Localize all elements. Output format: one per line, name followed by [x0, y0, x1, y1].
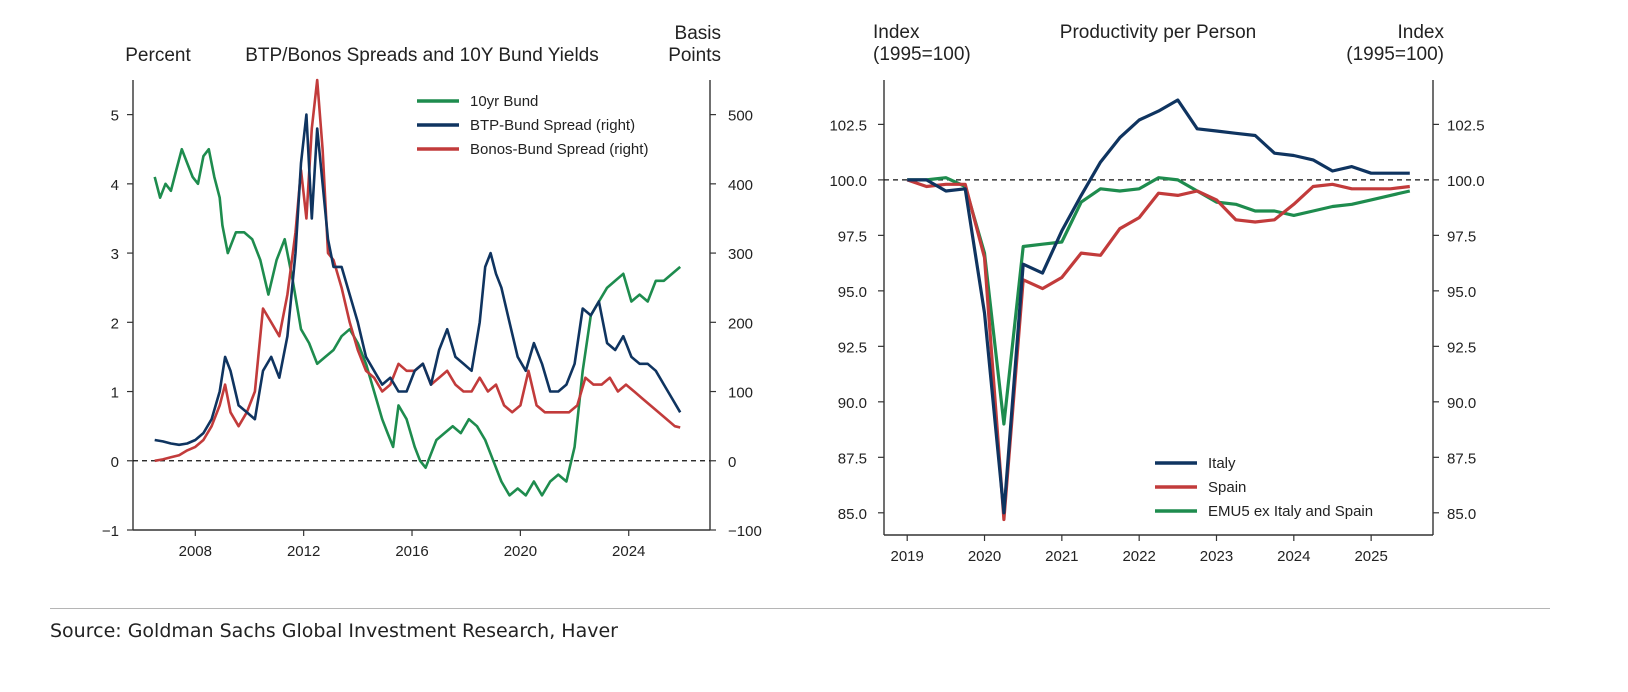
c2-right-tick-label: 102.5: [1447, 117, 1485, 134]
charts-canvas: BTP/Bonos Spreads and 10Y Bund Yields Pe…: [102, 22, 1485, 565]
c1-right-tick-label: 300: [728, 246, 753, 263]
source-note: Source: Goldman Sachs Global Investment …: [50, 620, 618, 642]
c2-left-tick-label: 92.5: [838, 339, 867, 356]
c1-right-tick-label: 200: [728, 315, 753, 332]
source-divider: [50, 608, 1550, 609]
c1-x-tick-label: 2008: [179, 543, 212, 560]
c1-right-tick-label: −100: [728, 523, 762, 540]
c1-title: BTP/Bonos Spreads and 10Y Bund Yields: [245, 45, 599, 66]
c2-right-tick-label: 97.5: [1447, 228, 1476, 245]
c1-left-tick-label: 4: [111, 177, 119, 194]
c2-right-tick-label: 90.0: [1447, 395, 1476, 412]
c1-right-axis-label-line1: Basis: [675, 23, 721, 44]
c2-x-tick-label: 2022: [1122, 548, 1155, 565]
c1-right-axis-label-line2: Points: [668, 45, 721, 66]
c2-legend-label: Spain: [1208, 479, 1246, 496]
c2-x-tick-label: 2020: [968, 548, 1001, 565]
c2-x-tick-label: 2019: [891, 548, 924, 565]
c1-series-line-btp: [154, 113, 682, 447]
c1-legend-label: 10yr Bund: [470, 93, 538, 110]
c2-legend-label: Italy: [1208, 455, 1236, 472]
c1-x-tick-label: 2024: [612, 543, 645, 560]
c1-left-tick-label: 1: [111, 385, 119, 402]
c2-x-tick-label: 2024: [1277, 548, 1310, 565]
c1-right-tick-label: 100: [728, 385, 753, 402]
c2-x-tick-label: 2021: [1045, 548, 1078, 565]
c2-right-tick-label: 87.5: [1447, 450, 1476, 467]
bund-spreads-chart: BTP/Bonos Spreads and 10Y Bund Yields Pe…: [102, 23, 762, 560]
c2-left-tick-label: 85.0: [838, 506, 867, 523]
c1-left-tick-label: 3: [111, 246, 119, 263]
c2-series-line-italy: [907, 98, 1410, 515]
c1-left-tick-label: −1: [102, 523, 119, 540]
c1-left-tick-label: 2: [111, 315, 119, 332]
c1-x-tick-label: 2016: [395, 543, 428, 560]
c1-series-line-bund: [153, 147, 682, 497]
c2-right-tick-label: 92.5: [1447, 339, 1476, 356]
c2-legend-label: EMU5 ex Italy and Spain: [1208, 503, 1373, 520]
c2-left-tick-label: 102.5: [829, 117, 867, 134]
c1-left-tick-label: 5: [111, 108, 119, 125]
c1-right-tick-label: 0: [728, 454, 736, 471]
c2-left-tick-label: 87.5: [838, 450, 867, 467]
c1-right-tick-label: 400: [728, 177, 753, 194]
c1-left-tick-label: 0: [111, 454, 119, 471]
c2-series-line-emu5: [907, 176, 1411, 426]
c2-left-tick-label: 100.0: [829, 173, 867, 190]
c1-series-line-bonos: [154, 78, 681, 463]
productivity-chart: Productivity per Person Index (1995=100)…: [829, 22, 1484, 565]
c1-legend-label: BTP-Bund Spread (right): [470, 117, 635, 134]
c2-right-tick-label: 85.0: [1447, 506, 1476, 523]
c2-right-tick-label: 100.0: [1447, 173, 1485, 190]
c2-right-axis-label-line2: (1995=100): [1346, 44, 1444, 65]
c2-left-axis-label-line1: Index: [873, 22, 920, 43]
c2-left-tick-label: 97.5: [838, 228, 867, 245]
c2-series-line-spain: [906, 178, 1410, 522]
c2-right-axis-label-line1: Index: [1398, 22, 1445, 43]
c1-left-axis-label: Percent: [125, 45, 191, 66]
c2-left-tick-label: 90.0: [838, 395, 867, 412]
c2-right-tick-label: 95.0: [1447, 284, 1476, 301]
c2-left-axis-label-line2: (1995=100): [873, 44, 971, 65]
c2-left-tick-label: 95.0: [838, 284, 867, 301]
c1-x-tick-label: 2012: [287, 543, 320, 560]
c1-right-tick-label: 500: [728, 108, 753, 125]
c2-title: Productivity per Person: [1060, 22, 1256, 43]
c2-x-tick-label: 2023: [1200, 548, 1233, 565]
c1-legend-label: Bonos-Bund Spread (right): [470, 141, 648, 158]
c2-x-tick-label: 2025: [1354, 548, 1387, 565]
c1-x-tick-label: 2020: [504, 543, 537, 560]
